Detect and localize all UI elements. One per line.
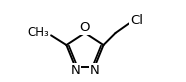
Text: O: O (80, 21, 90, 34)
Text: N: N (90, 64, 100, 77)
Text: CH₃: CH₃ (27, 26, 49, 39)
Text: Cl: Cl (130, 14, 143, 27)
Text: N: N (70, 64, 80, 77)
